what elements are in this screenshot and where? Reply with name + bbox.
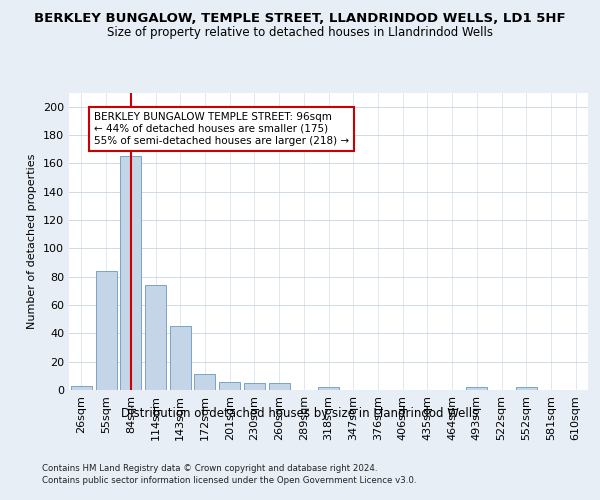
Bar xyxy=(269,383,290,390)
Bar xyxy=(71,386,92,390)
Bar xyxy=(194,374,215,390)
Bar xyxy=(244,383,265,390)
Bar xyxy=(145,285,166,390)
Bar xyxy=(95,271,116,390)
Bar xyxy=(120,156,141,390)
Bar xyxy=(170,326,191,390)
Bar xyxy=(219,382,240,390)
Y-axis label: Number of detached properties: Number of detached properties xyxy=(28,154,37,329)
Text: BERKLEY BUNGALOW TEMPLE STREET: 96sqm
← 44% of detached houses are smaller (175): BERKLEY BUNGALOW TEMPLE STREET: 96sqm ← … xyxy=(94,112,349,146)
Text: Size of property relative to detached houses in Llandrindod Wells: Size of property relative to detached ho… xyxy=(107,26,493,39)
Text: Contains HM Land Registry data © Crown copyright and database right 2024.: Contains HM Land Registry data © Crown c… xyxy=(42,464,377,473)
Text: Distribution of detached houses by size in Llandrindod Wells: Distribution of detached houses by size … xyxy=(121,408,479,420)
Bar xyxy=(516,387,537,390)
Bar xyxy=(318,387,339,390)
Text: Contains public sector information licensed under the Open Government Licence v3: Contains public sector information licen… xyxy=(42,476,416,485)
Text: BERKLEY BUNGALOW, TEMPLE STREET, LLANDRINDOD WELLS, LD1 5HF: BERKLEY BUNGALOW, TEMPLE STREET, LLANDRI… xyxy=(34,12,566,26)
Bar xyxy=(466,387,487,390)
